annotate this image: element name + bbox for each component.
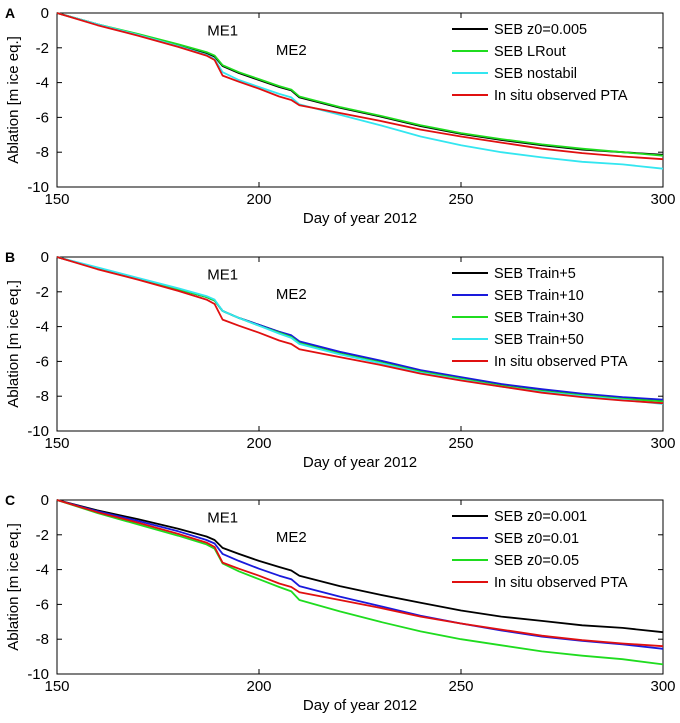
annotation-me2: ME2 <box>276 286 307 303</box>
y-tick-label: -8 <box>36 631 49 648</box>
y-axis-label: Ablation [m ice eq.] <box>5 36 22 164</box>
legend-entry: SEB z0=0.001 <box>494 509 587 525</box>
chart-panel-a: A 150 200 250 300 0 -2 -4 -6 -8 -10 Day of year 201… <box>5 5 676 227</box>
panel-label: B <box>5 249 15 265</box>
y-tick-label: -4 <box>36 562 49 579</box>
annotation-me1: ME1 <box>207 267 238 284</box>
legend-entry: SEB nostabil <box>494 66 577 82</box>
x-tick-label: 300 <box>650 435 675 452</box>
y-tick-label: -6 <box>36 596 49 613</box>
legend-entry: SEB z0=0.05 <box>494 553 579 569</box>
legend-entry: In situ observed PTA <box>494 88 628 104</box>
x-axis-label: Day of year 2012 <box>303 454 417 471</box>
series-line-3 <box>56 499 664 666</box>
annotation-me1: ME1 <box>207 510 238 527</box>
y-axis-label: Ablation [m ice eq.] <box>5 523 22 651</box>
x-tick-label: 150 <box>44 191 69 208</box>
x-tick-label: 250 <box>448 191 473 208</box>
series-line-5 <box>56 256 664 405</box>
y-tick-label: -6 <box>36 353 49 370</box>
y-tick-label: -2 <box>36 284 49 301</box>
y-tick-label: 0 <box>41 249 49 266</box>
y-tick-label: -8 <box>36 144 49 161</box>
series-line-4 <box>56 12 664 161</box>
y-tick-label: -4 <box>36 319 49 336</box>
legend-entry: SEB Train+5 <box>494 266 576 282</box>
x-tick-label: 250 <box>448 435 473 452</box>
x-tick-label: 300 <box>650 678 675 695</box>
y-tick-label: 0 <box>41 5 49 22</box>
y-axis-label: Ablation [m ice eq.] <box>5 280 22 408</box>
x-tick-label: 200 <box>246 191 271 208</box>
x-tick-label: 200 <box>246 435 271 452</box>
y-tick-label: -2 <box>36 40 49 57</box>
legend-entry: SEB z0=0.01 <box>494 531 579 547</box>
series-line-2 <box>56 12 664 157</box>
legend: SEB z0=0.001 SEB z0=0.01 SEB z0=0.05 In sit… <box>452 509 628 591</box>
legend-entry: In situ observed PTA <box>494 354 628 370</box>
panel-label: A <box>5 5 15 21</box>
x-tick-label: 150 <box>44 435 69 452</box>
annotation-me2: ME2 <box>276 529 307 546</box>
legend-entry: In situ observed PTA <box>494 575 628 591</box>
y-tick-label: -4 <box>36 75 49 92</box>
series-line-4 <box>56 499 664 648</box>
legend: SEB Train+5 SEB Train+10 SEB Train+30 SEB T… <box>452 266 628 370</box>
legend-entry: SEB z0=0.005 <box>494 22 587 38</box>
y-tick-label: -8 <box>36 388 49 405</box>
series-line-1 <box>56 499 664 634</box>
x-tick-label: 250 <box>448 678 473 695</box>
legend-entry: SEB Train+50 <box>494 332 584 348</box>
x-axis-label: Day of year 2012 <box>303 210 417 227</box>
legend: SEB z0=0.005 SEB LRout SEB nostabil In situ… <box>452 22 628 104</box>
x-tick-label: 150 <box>44 678 69 695</box>
y-tick-label: -2 <box>36 527 49 544</box>
y-tick-label: -10 <box>27 423 49 440</box>
panel-label: C <box>5 492 15 508</box>
y-tick-label: -10 <box>27 179 49 196</box>
y-tick-label: -10 <box>27 666 49 683</box>
y-tick-label: 0 <box>41 492 49 509</box>
annotation-me2: ME2 <box>276 42 307 59</box>
legend-entry: SEB Train+30 <box>494 310 584 326</box>
chart-panel-b: B 150 200 250 300 0 -2 -4 -6 -8 -10 Day of year 201… <box>5 249 676 471</box>
legend-entry: SEB Train+10 <box>494 288 584 304</box>
legend-entry: SEB LRout <box>494 44 566 60</box>
x-tick-label: 300 <box>650 191 675 208</box>
chart-panel-c: C 150 200 250 300 0 -2 -4 -6 -8 -10 Day of year 201… <box>5 492 676 714</box>
x-axis-label: Day of year 2012 <box>303 697 417 714</box>
y-tick-label: -6 <box>36 109 49 126</box>
annotation-me1: ME1 <box>207 23 238 40</box>
x-tick-label: 200 <box>246 678 271 695</box>
